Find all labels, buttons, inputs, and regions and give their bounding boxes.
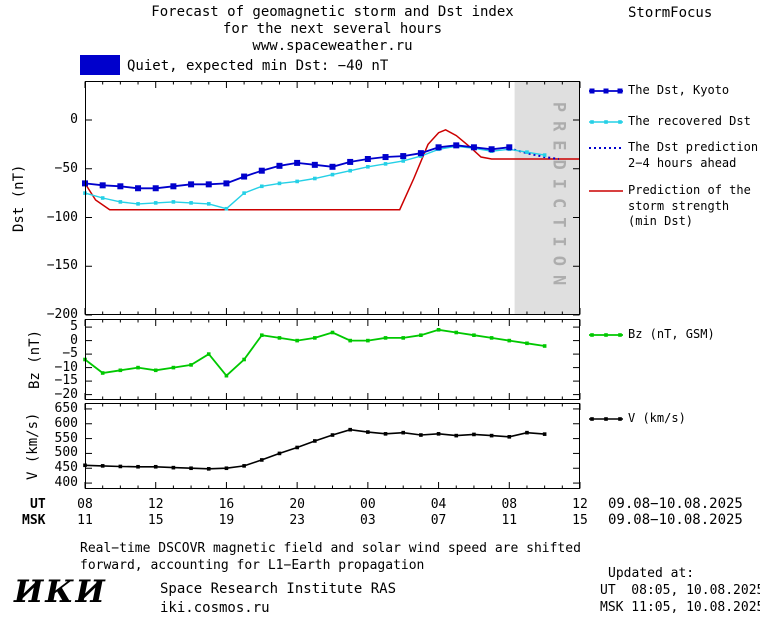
legend-label: Bz (nT, GSM) — [628, 327, 715, 341]
y-tick-label: −10 — [54, 359, 78, 375]
x-tick-ut: 08 — [77, 497, 93, 512]
plot-frame — [85, 319, 580, 400]
storm-prediction-legend-icon — [589, 190, 623, 192]
legend-item-dst-prediction: The Dst prediction 2−4 hours ahead — [588, 140, 758, 171]
plot-frame — [85, 81, 580, 315]
y-tick-label: −20 — [54, 386, 78, 402]
series-bz-nt-gsm — [83, 328, 547, 378]
status-swatch — [80, 55, 120, 75]
y-tick-label: 0 — [70, 112, 78, 127]
dst-axis-label: Dst (nT) — [11, 164, 27, 232]
x-tick-msk: 15 — [572, 513, 588, 528]
brand-text: StormFocus — [628, 5, 713, 21]
legend-item-storm-prediction: Prediction of the storm strength (min Ds… — [588, 183, 751, 230]
iki-logo: ИКИ — [14, 574, 107, 610]
x-tick-msk: 15 — [147, 513, 164, 528]
prediction-zone — [514, 81, 580, 315]
title-line-1: Forecast of geomagnetic storm and Dst in… — [151, 4, 514, 20]
y-tick-label: −150 — [46, 258, 78, 274]
legend-label: The Dst prediction — [628, 140, 759, 154]
series-the-dst-kyoto — [82, 142, 513, 192]
y-tick-label: −100 — [46, 209, 78, 225]
prediction-zone-label: PREDICTION — [548, 102, 568, 294]
footnote-line-2: forward, accounting for L1−Earth propaga… — [80, 558, 425, 573]
bz-chart — [83, 319, 581, 400]
y-tick-label: 550 — [54, 430, 78, 446]
msk-row-label: MSK — [22, 513, 46, 528]
title-line-2: for the next several hours — [222, 21, 443, 37]
bz-legend-icon — [589, 333, 623, 337]
legend-label: (min Dst) — [628, 214, 694, 228]
y-tick-label: −15 — [54, 373, 78, 389]
updated-msk-time: MSK 11:05, 10.08.2025 — [600, 600, 760, 615]
y-tick-label: 450 — [54, 460, 78, 476]
y-tick-label: 400 — [54, 475, 78, 491]
x-tick-ut: 08 — [501, 497, 518, 512]
y-tick-label: 5 — [70, 319, 78, 335]
x-tick-ut: 04 — [430, 497, 447, 512]
x-tick-msk: 03 — [360, 513, 376, 528]
legend-label: 2−4 hours ahead — [628, 155, 737, 170]
x-tick-msk: 11 — [501, 513, 518, 528]
x-tick-msk: 19 — [218, 513, 235, 528]
v-legend-icon — [589, 417, 623, 421]
y-tick-label: −200 — [46, 307, 78, 322]
x-tick-msk: 23 — [289, 513, 305, 528]
legend-item-bz: Bz (nT, GSM) — [588, 327, 715, 343]
footnote: Real−time DSCOVR magnetic field and sola… — [80, 540, 581, 574]
v-chart — [83, 403, 581, 489]
legend-label: Prediction of the — [628, 183, 751, 197]
dst-prediction-legend-icon — [589, 147, 623, 149]
x-tick-ut: 12 — [572, 497, 588, 512]
legend-label: storm strength — [628, 198, 730, 213]
legend-label: V (km/s) — [628, 411, 686, 425]
dst-kyoto-legend-icon — [589, 88, 623, 94]
x-tick-msk: 07 — [430, 513, 447, 528]
dst-chart: PREDICTION — [82, 81, 581, 316]
x-tick-msk: 11 — [77, 513, 93, 528]
x-tick-ut: 20 — [289, 497, 305, 512]
y-tick-label: −5 — [62, 346, 78, 362]
y-tick-label: −50 — [54, 160, 78, 176]
y-tick-label: 0 — [70, 332, 78, 348]
updated-ut-time: UT 08:05, 10.08.2025 — [600, 583, 760, 598]
updated-label: Updated at: — [608, 566, 695, 581]
msk-date-range: 09.08−10.08.2025 — [608, 512, 743, 528]
legend-label: The recovered Dst — [628, 114, 751, 128]
x-tick-ut: 00 — [360, 497, 376, 512]
institute-site: iki.cosmos.ru — [160, 600, 270, 616]
ut-row-label: UT — [30, 497, 46, 512]
page-title: Forecast of geomagnetic storm and Dst in… — [85, 4, 580, 55]
title-line-3: www.spaceweather.ru — [252, 38, 413, 54]
institute-name: Space Research Institute RAS — [160, 581, 397, 597]
legend-item-v: V (km/s) — [588, 411, 686, 427]
y-tick-label: 600 — [54, 415, 78, 431]
series-v-km-s — [83, 427, 547, 471]
x-tick-ut: 16 — [218, 497, 235, 512]
x-tick-ut: 12 — [147, 497, 164, 512]
recovered-dst-legend-icon — [589, 120, 623, 124]
series-the-recovered-dst — [83, 144, 547, 211]
plot-frame — [85, 403, 580, 489]
y-tick-label: 500 — [54, 445, 78, 461]
series-prediction-of-the-storm-strength-min-dst — [84, 128, 580, 211]
ut-date-range: 09.08−10.08.2025 — [608, 496, 743, 512]
legend-label: The Dst, Kyoto — [628, 83, 730, 97]
status-label: Quiet, expected min Dst: −40 nT — [127, 58, 389, 74]
legend-item-dst-kyoto: The Dst, Kyoto — [588, 83, 729, 99]
footnote-line-1: Real−time DSCOVR magnetic field and sola… — [80, 541, 581, 556]
y-tick-label: 650 — [54, 400, 78, 416]
legend-item-recovered-dst: The recovered Dst — [588, 114, 751, 130]
